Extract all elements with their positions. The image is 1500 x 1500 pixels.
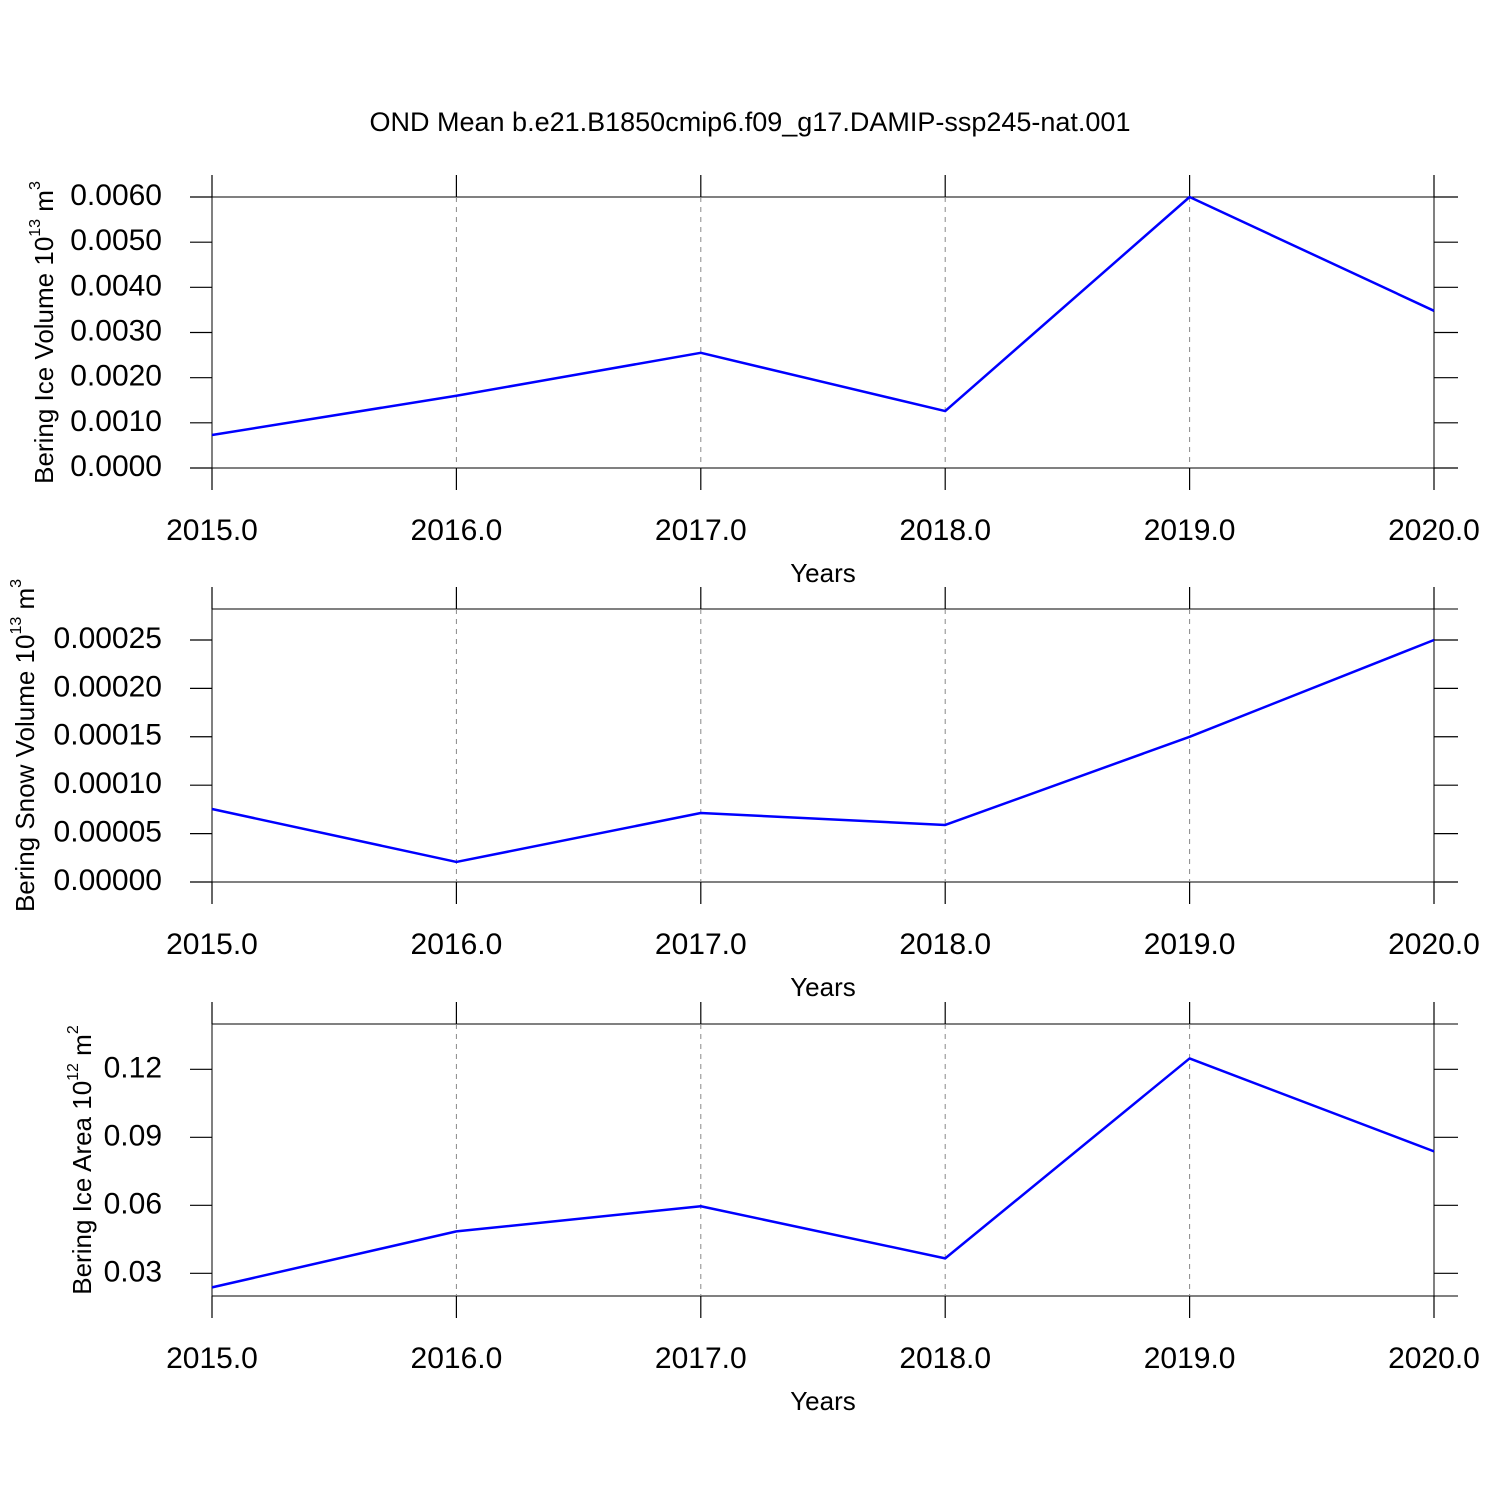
y-tick-label: 0.00010 [54,767,162,800]
x-tick-label: 2019.0 [1144,1342,1236,1375]
y-tick-label: 0.06 [104,1187,162,1220]
x-tick-label: 2016.0 [411,514,503,547]
y-axis-label-text: Bering Snow Volume 10 [10,635,40,913]
x-axis-label: Years [790,972,856,1002]
y-axis-label-text: m [10,588,40,617]
x-tick-label: 2016.0 [411,928,503,961]
y-axis-label: Bering Ice Area 1012 m2 [65,1025,97,1295]
chart-title: OND Mean b.e21.B1850cmip6.f09_g17.DAMIP-… [370,107,1131,137]
y-tick-label: 0.0050 [70,224,162,257]
x-tick-label: 2016.0 [411,1342,503,1375]
x-tick-label: 2015.0 [166,928,258,961]
y-axis-label: Bering Snow Volume 1013 m3 [8,579,40,912]
y-axis-label-text: Bering Ice Volume 10 [29,237,59,484]
x-tick-label: 2020.0 [1388,928,1480,961]
x-tick-label: 2019.0 [1144,928,1236,961]
x-tick-label: 2017.0 [655,514,747,547]
y-tick-label: 0.09 [104,1119,162,1152]
y-axis-label-superscript: 13 [27,219,44,237]
y-axis-label-text: m [67,1034,97,1063]
y-tick-label: 0.12 [104,1051,162,1084]
y-tick-label: 0.0010 [70,405,162,438]
panel: 2015.0 2016.0 2017.0 2018.0 2019.0 2020.0 0.00… [27,175,1480,588]
x-tick-label: 2017.0 [655,1342,747,1375]
x-tick-label: 2018.0 [899,1342,991,1375]
y-axis-label: Bering Ice Volume 1013 m3 [27,181,59,484]
y-tick-label: 0.00005 [54,816,162,849]
data-line [211,638,1435,864]
y-tick-label: 0.0040 [70,269,162,302]
y-axis-label-superscript: 3 [8,579,25,588]
x-tick-label: 2019.0 [1144,514,1236,547]
x-tick-label: 2015.0 [166,514,258,547]
x-tick-label: 2018.0 [899,514,991,547]
x-tick-label: 2020.0 [1388,514,1480,547]
x-axis-label: Years [790,558,856,588]
y-axis-label-superscript: 3 [27,181,44,190]
y-axis-label-superscript: 13 [8,617,25,635]
data-line [211,195,1435,437]
x-tick-label: 2015.0 [166,1342,258,1375]
y-axis-label-superscript: 2 [65,1025,82,1034]
data-line [211,1057,1435,1289]
x-tick-label: 2017.0 [655,928,747,961]
x-axis-label: Years [790,1386,856,1416]
y-tick-label: 0.03 [104,1255,162,1288]
y-axis-label-text: Bering Ice Area 10 [67,1081,97,1295]
y-tick-label: 0.0030 [70,314,162,347]
panel: 2015.0 2016.0 2017.0 2018.0 2019.0 2020.0 0.03… [65,1002,1480,1416]
y-axis-label-text: m [29,190,59,219]
x-tick-label: 2018.0 [899,928,991,961]
y-tick-label: 0.00020 [54,670,162,703]
y-tick-label: 0.0020 [70,360,162,393]
y-tick-label: 0.00015 [54,719,162,752]
x-tick-label: 2020.0 [1388,1342,1480,1375]
y-tick-label: 0.0000 [70,450,162,483]
y-tick-label: 0.00000 [54,864,162,897]
y-tick-label: 0.00025 [54,622,162,655]
panel: 2015.0 2016.0 2017.0 2018.0 2019.0 2020.0 0.00… [8,579,1480,1002]
y-tick-label: 0.0060 [70,179,162,212]
y-axis-label-superscript: 12 [65,1063,82,1081]
